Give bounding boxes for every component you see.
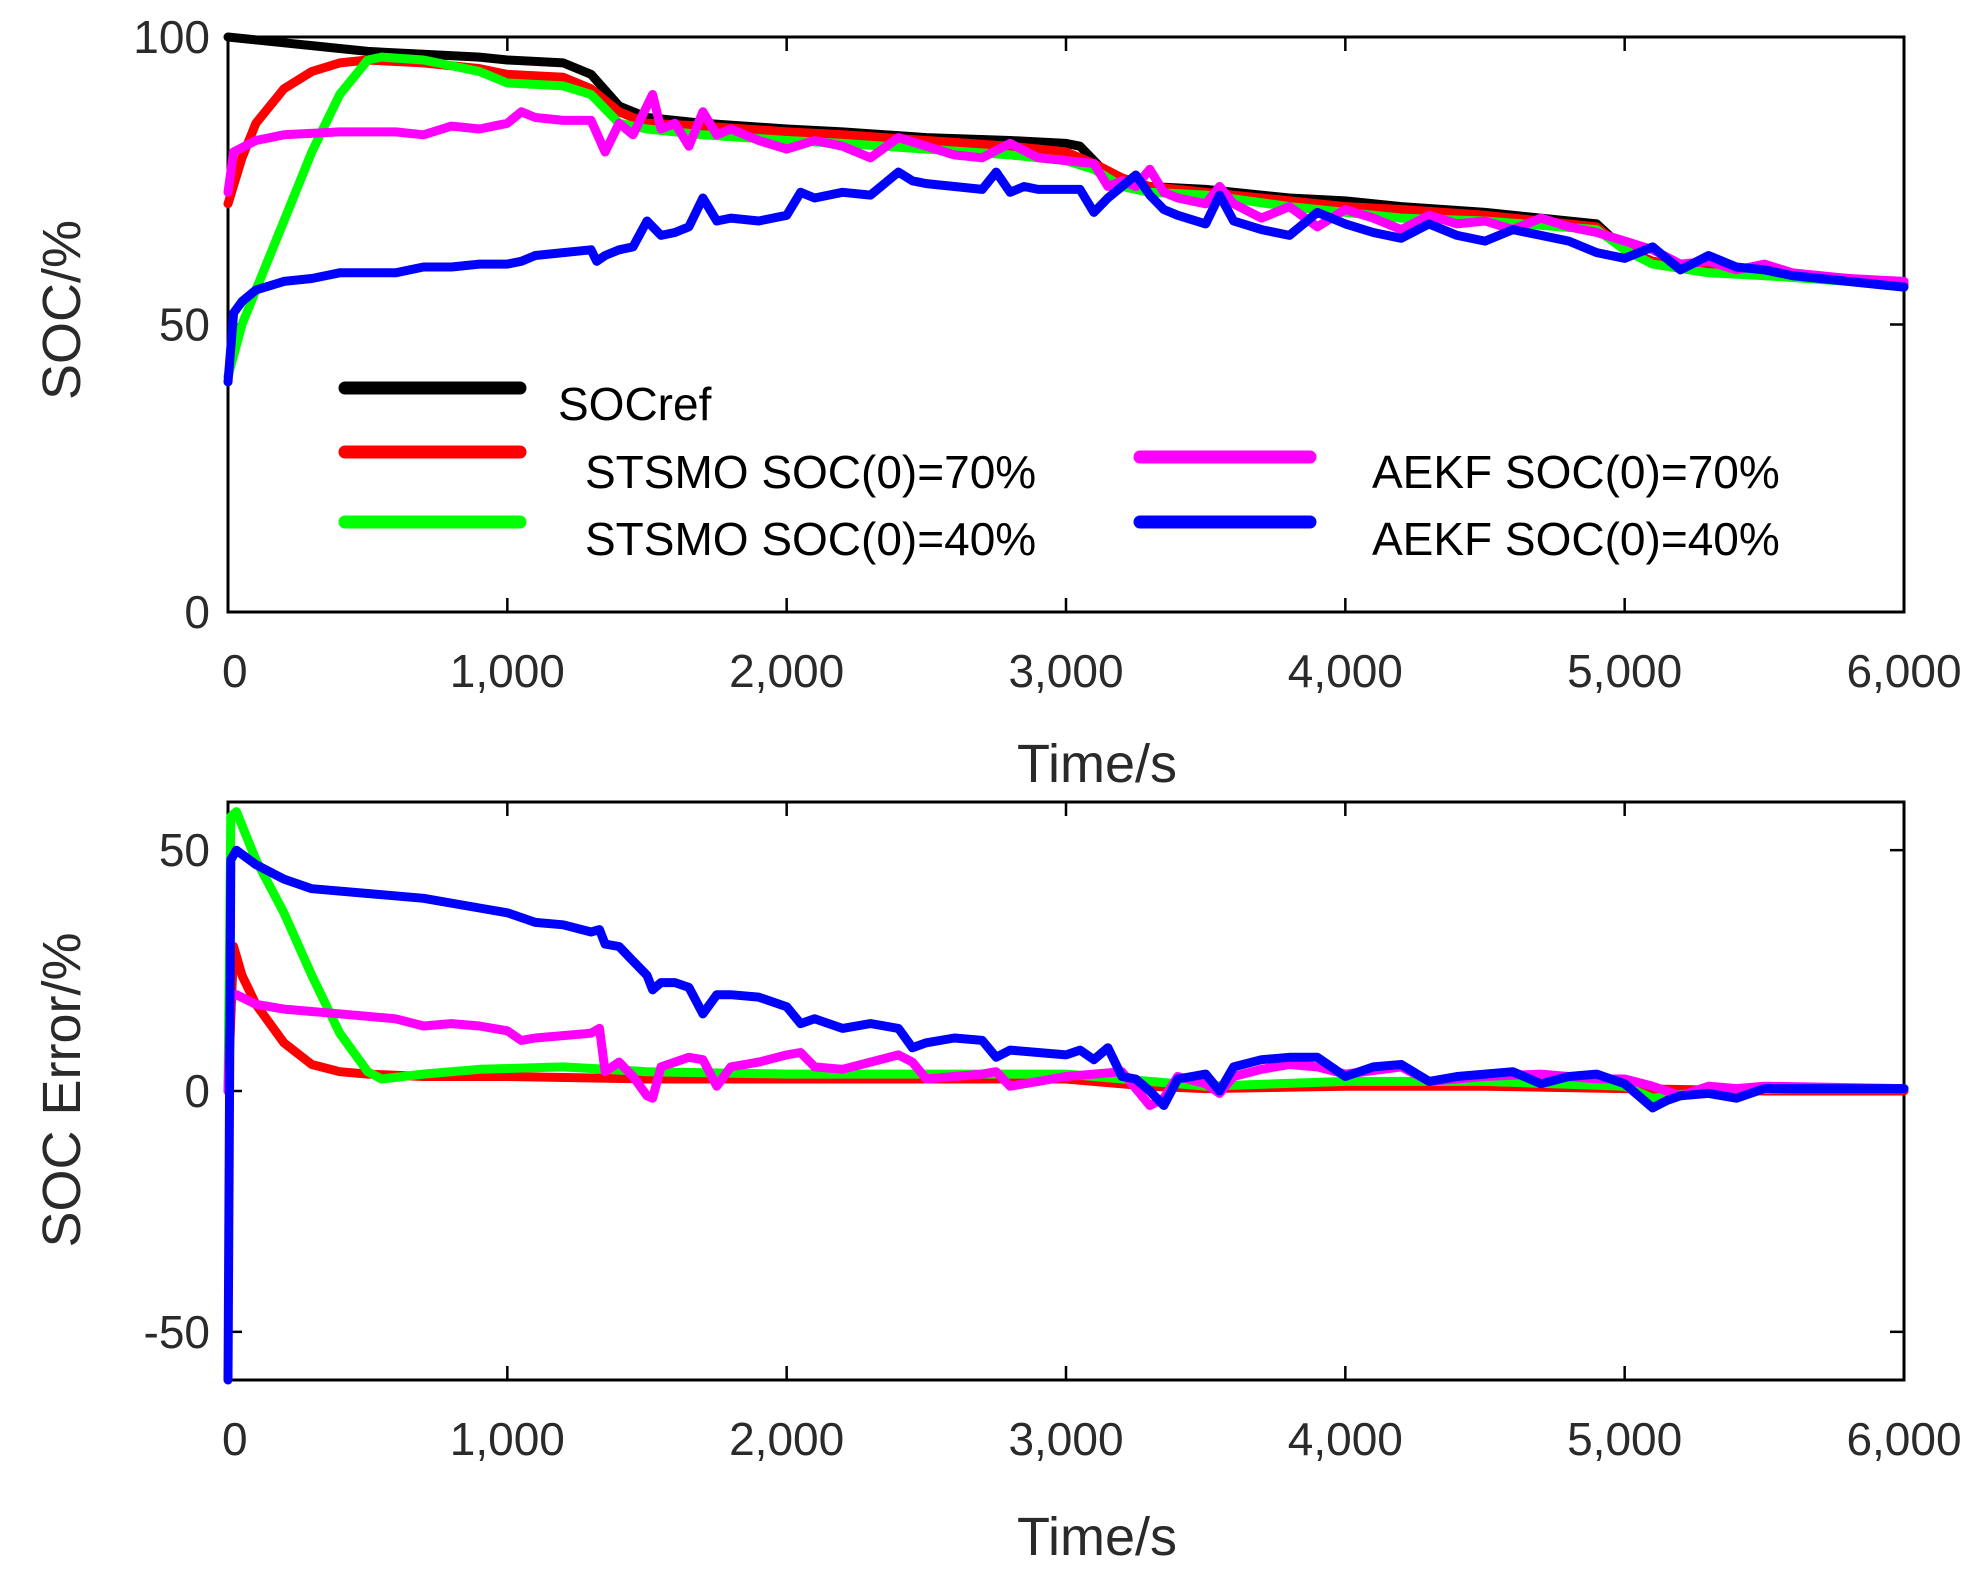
soc-y-axis-title: SOC/% (32, 220, 92, 400)
soc-series-line-aekf-soc-0-40 (223, 167, 1909, 387)
legend-label-aekf-40: AEKF SOC(0)=40% (1372, 513, 1780, 565)
legend-label-socref: SOCref (558, 378, 712, 430)
legend-label-stsmo-40: STSMO SOC(0)=40% (585, 513, 1036, 565)
soc-error-x-tick-label: 2,000 (729, 1413, 844, 1465)
soc-error-series-group (223, 807, 1909, 1385)
soc-x-tick-label: 3,000 (1008, 645, 1123, 697)
soc-error-series-line-aekf-soc-0-40 (223, 845, 1909, 1385)
soc-x-tick-label: 4,000 (1288, 645, 1403, 697)
soc-y-tick-label: 50 (159, 299, 210, 351)
soc-x-tick-label: 2,000 (729, 645, 844, 697)
soc-panel: 0 1,000 2,000 3,000 4,000 5,000 6,000 0 50 100 Ti… (32, 11, 1962, 794)
soc-error-y-tick-label: 50 (159, 824, 210, 876)
soc-series-group (223, 32, 1909, 387)
soc-error-y-tick-label: -50 (144, 1306, 210, 1358)
legend-label-aekf-70: AEKF SOC(0)=70% (1372, 446, 1780, 498)
soc-x-tick-label: 0 (222, 645, 248, 697)
soc-series-line-aekf-soc-0-70 (223, 90, 1909, 286)
soc-y-tick-label: 100 (133, 11, 210, 63)
soc-error-panel: 0 1,000 2,000 3,000 4,000 5,000 6,000 -50 0 50 Ti… (32, 800, 1962, 1567)
soc-error-y-axis-title: SOC Error/% (32, 932, 92, 1247)
soc-legend: SOCref STSMO SOC(0)=70% STSMO SOC(0)=40%… (338, 378, 1780, 565)
soc-error-x-tick-label: 6,000 (1846, 1413, 1961, 1465)
soc-x-tick-label: 6,000 (1846, 645, 1961, 697)
soc-error-x-tick-label: 5,000 (1567, 1413, 1682, 1465)
legend-label-stsmo-70: STSMO SOC(0)=70% (585, 446, 1036, 498)
soc-error-x-tick-label: 0 (222, 1413, 248, 1465)
soc-x-tick-label: 5,000 (1567, 645, 1682, 697)
soc-error-x-tick-label: 1,000 (450, 1413, 565, 1465)
soc-error-series-line-aekf-soc-0-70 (223, 990, 1909, 1110)
soc-x-axis-title: Time/s (1017, 734, 1177, 794)
soc-x-tick-label: 1,000 (450, 645, 565, 697)
soc-error-y-tick-label: 0 (184, 1065, 210, 1117)
soc-error-x-axis-title: Time/s (1017, 1507, 1177, 1567)
soc-error-x-tick-label: 4,000 (1288, 1413, 1403, 1465)
soc-series-line-stsmo-soc-0-40 (223, 52, 1909, 381)
soc-error-axis-ticks: 0 1,000 2,000 3,000 4,000 5,000 6,000 -50 0 50 (144, 802, 1962, 1465)
soc-error-series-line-stsmo-soc-0-70 (223, 942, 1909, 1096)
soc-y-tick-label: 0 (184, 586, 210, 638)
soc-error-x-tick-label: 3,000 (1008, 1413, 1123, 1465)
soc-axis-ticks: 0 1,000 2,000 3,000 4,000 5,000 6,000 0 50 100 (133, 11, 1961, 697)
